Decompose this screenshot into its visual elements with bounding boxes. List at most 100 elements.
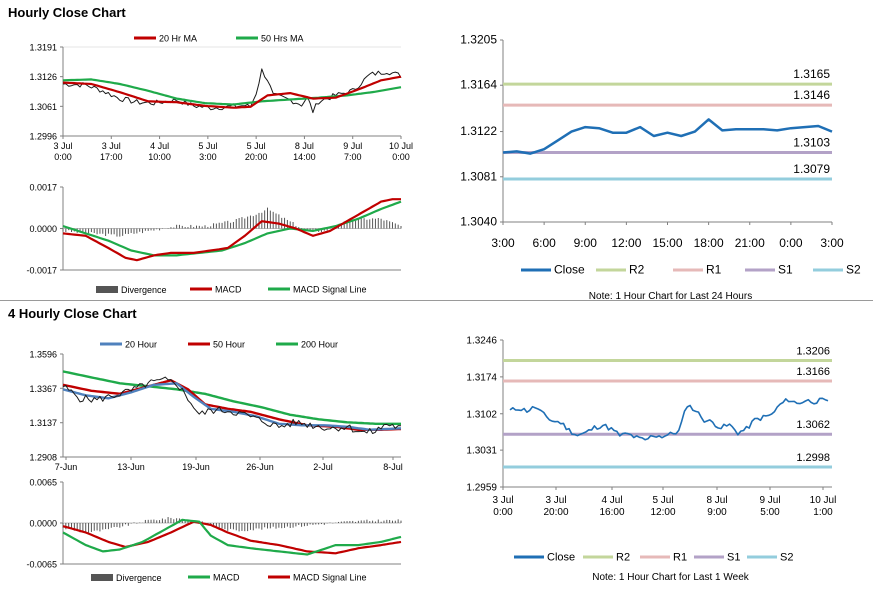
four-hourly-week-y-tick-label: 1.2959 (466, 483, 497, 494)
hourly-ma50-legend-label: 50 Hrs MA (261, 34, 304, 44)
hourly-macd-signal-legend-label: MACD Signal Line (293, 285, 367, 295)
hourly-24h-y-tick-label: 1.3164 (460, 78, 497, 92)
four-hourly-price-line (62, 376, 402, 434)
hourly-24h-level-r1-label: 1.3146 (793, 88, 830, 102)
hourly-price-x-tick-label: 5 Jul 20:00 (245, 141, 268, 162)
four-hourly-week-close-line (509, 397, 829, 441)
four-hourly-macd-y-tick-label: 0.0065 (29, 478, 57, 488)
four-hourly-week-level-r2-label: 1.3206 (796, 345, 830, 357)
hourly-24h-x-tick-label: 21:00 (735, 236, 765, 250)
hourly-24h-x-tick-label: 15:00 (652, 236, 682, 250)
four-hourly-week-x-tick-label: 9 Jul 5:00 (759, 495, 780, 518)
hourly-24h-x-tick-label: 12:00 (611, 236, 641, 250)
four-hourly-week-y-tick-label: 1.3174 (466, 372, 497, 383)
four-hourly-week-r2-legend-label: R2 (616, 552, 630, 564)
hourly-24h-x-tick-label: 9:00 (574, 236, 598, 250)
hourly-24h-x-tick-label: 6:00 (532, 236, 556, 250)
hourly-macd-y-tick-label: 0.0000 (29, 224, 57, 234)
four-hourly-ma50-legend-label: 50 Hour (213, 340, 245, 350)
hourly-24h-x-tick-label: 3:00 (491, 236, 515, 250)
hourly-price-y-tick-label: 1.3126 (29, 72, 57, 82)
hourly-macd-y-tick-label: 0.0017 (29, 183, 57, 193)
hourly-24h-x-tick-label: 0:00 (779, 236, 803, 250)
four-hourly-week-x-tick-label: 3 Jul 20:00 (543, 495, 568, 518)
four-hourly-week-x-tick-label: 3 Jul 0:00 (492, 495, 513, 518)
four-hourly-ma200-line (62, 370, 401, 425)
section-divider (0, 300, 873, 301)
hourly-24h-level-s2-label: 1.3079 (793, 162, 830, 176)
four-hourly-ma50-line (62, 379, 402, 431)
four-hourly-price-y-tick-label: 1.3596 (29, 350, 57, 360)
four-hourly-divergence-legend-swatch (91, 574, 113, 581)
four-hourly-week-close-legend-label: Close (547, 552, 575, 564)
four-hourly-price-y-tick-label: 1.2908 (29, 453, 57, 463)
four-hourly-week-x-tick-label: 10 Jul 1:00 (810, 495, 837, 518)
four-hourly-divergence-legend-label: Divergence (116, 573, 162, 583)
four-hourly-macd-signal-legend-label: MACD Signal Line (293, 573, 367, 583)
hourly-ma20-line (62, 75, 402, 109)
hourly-divergence-legend-swatch (96, 286, 118, 293)
hourly-24h-close-line (502, 118, 833, 155)
four-hourly-price-x-tick-label: 19-Jun (182, 462, 210, 472)
four-hourly-week-x-tick-label: 8 Jul 9:00 (706, 495, 727, 518)
four-hourly-week-level-s1-label: 1.3062 (796, 419, 830, 431)
hourly-price-x-tick-label: 5 Jul 3:00 (198, 141, 217, 162)
four-hourly-week-level-s2-label: 1.2998 (796, 452, 830, 464)
four-hourly-macd-line (62, 518, 402, 556)
hourly-24h-r2-legend-label: R2 (629, 263, 645, 277)
four-hourly-price-x-tick-label: 26-Jun (246, 462, 274, 472)
hourly-24h-y-tick-label: 1.3040 (460, 215, 497, 229)
four-hourly-week-s1-legend-label: S1 (727, 552, 740, 564)
four-hourly-week-y-tick-label: 1.3031 (466, 446, 497, 457)
hourly-24h-y-tick-label: 1.3122 (460, 124, 497, 138)
hourly-24h-s1-legend-label: S1 (778, 263, 793, 277)
hourly-price-x-tick-label: 3 Jul 0:00 (53, 141, 72, 162)
hourly-macd-y-tick-label: -0.0017 (26, 266, 57, 276)
four-hourly-ma20-legend-label: 20 Hour (125, 340, 157, 350)
hourly-price-x-tick-label: 10 Jul 0:00 (389, 141, 413, 162)
four-hourly-macd-y-tick-label: -0.0065 (26, 560, 57, 570)
hourly-price-y-tick-label: 1.3191 (29, 43, 57, 53)
hourly-macd-legend-label: MACD (215, 285, 242, 295)
hourly-24h-note: Note: 1 Hour Chart for Last 24 Hours (589, 291, 752, 302)
hourly-24h-close-legend-label: Close (554, 263, 585, 277)
four-hourly-price-y-tick-label: 1.3367 (29, 384, 57, 394)
hourly-price-y-tick-label: 1.3061 (29, 102, 57, 112)
hourly-price-x-tick-label: 3 Jul 17:00 (100, 141, 123, 162)
hourly-24h-r1-legend-label: R1 (706, 263, 722, 277)
four-hourly-week-s2-legend-label: S2 (780, 552, 793, 564)
hourly-macd-line (62, 198, 401, 262)
four-hourly-price-x-tick-label: 7-Jun (55, 462, 78, 472)
four-hourly-price-y-tick-label: 1.3137 (29, 418, 57, 428)
four-hourly-week-x-tick-label: 4 Jul 16:00 (599, 495, 624, 518)
hourly-section-title: Hourly Close Chart (8, 5, 126, 20)
hourly-24h-level-r2-label: 1.3165 (793, 67, 830, 81)
four-hourly-week-y-tick-label: 1.3102 (466, 409, 497, 420)
hourly-price-x-tick-label: 8 Jul 14:00 (293, 141, 316, 162)
hourly-24h-level-s1-label: 1.3103 (793, 136, 830, 150)
hourly-price-y-tick-label: 1.2996 (29, 132, 57, 142)
four-hourly-macd-signal-line (62, 520, 402, 555)
four-hourly-macd-y-tick-label: 0.0000 (29, 519, 57, 529)
four-hourly-price-x-tick-label: 8-Jul (383, 462, 403, 472)
hourly-24h-x-tick-label: 3:00 (820, 236, 844, 250)
hourly-24h-x-tick-label: 18:00 (694, 236, 724, 250)
four-hourly-week-level-r1-label: 1.3166 (796, 366, 830, 378)
four-hourly-price-x-tick-label: 2-Jul (313, 462, 333, 472)
four-hourly-week-x-tick-label: 5 Jul 12:00 (650, 495, 675, 518)
four-hourly-macd-legend-label: MACD (213, 573, 240, 583)
hourly-ma20-legend-label: 20 Hr MA (159, 34, 197, 44)
hourly-price-x-tick-label: 9 Jul 7:00 (343, 141, 362, 162)
four-hourly-week-r1-legend-label: R1 (673, 552, 687, 564)
four-hourly-ma200-legend-label: 200 Hour (301, 340, 338, 350)
hourly-price-x-tick-label: 4 Jul 10:00 (148, 141, 171, 162)
hourly-24h-y-tick-label: 1.3081 (460, 169, 497, 183)
hourly-24h-s2-legend-label: S2 (846, 263, 861, 277)
four-hourly-section-title: 4 Hourly Close Chart (8, 306, 137, 321)
four-hourly-week-note: Note: 1 Hour Chart for Last 1 Week (592, 572, 750, 583)
four-hourly-week-y-tick-label: 1.3246 (466, 336, 497, 347)
four-hourly-ma20-line (62, 382, 402, 431)
hourly-24h-y-tick-label: 1.3205 (460, 33, 497, 47)
hourly-divergence-legend-label: Divergence (121, 285, 167, 295)
